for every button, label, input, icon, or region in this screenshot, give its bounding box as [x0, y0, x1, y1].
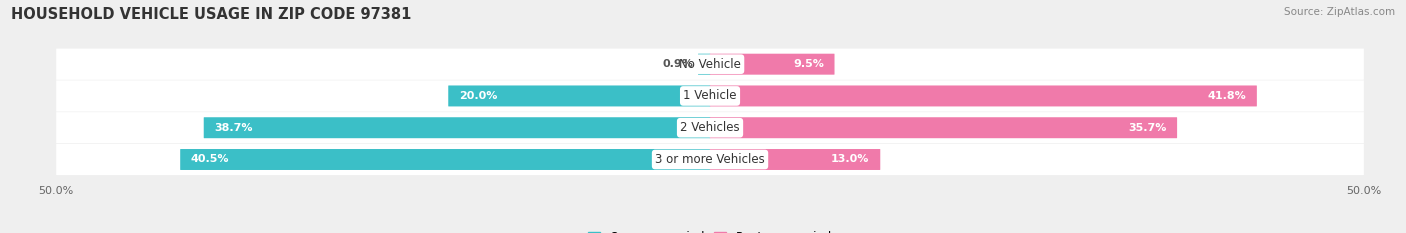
FancyBboxPatch shape — [56, 112, 1364, 143]
Text: 13.0%: 13.0% — [831, 154, 869, 164]
FancyBboxPatch shape — [204, 117, 710, 138]
Text: 9.5%: 9.5% — [793, 59, 824, 69]
Text: 0.9%: 0.9% — [662, 59, 693, 69]
Text: 2 Vehicles: 2 Vehicles — [681, 121, 740, 134]
FancyBboxPatch shape — [180, 149, 710, 170]
FancyBboxPatch shape — [56, 49, 1364, 80]
Text: No Vehicle: No Vehicle — [679, 58, 741, 71]
Text: 3 or more Vehicles: 3 or more Vehicles — [655, 153, 765, 166]
Text: 40.5%: 40.5% — [191, 154, 229, 164]
FancyBboxPatch shape — [56, 80, 1364, 112]
FancyBboxPatch shape — [449, 86, 710, 106]
Text: 20.0%: 20.0% — [458, 91, 498, 101]
FancyBboxPatch shape — [710, 149, 880, 170]
Legend: Owner-occupied, Renter-occupied: Owner-occupied, Renter-occupied — [583, 226, 837, 233]
FancyBboxPatch shape — [710, 54, 835, 75]
FancyBboxPatch shape — [710, 86, 1257, 106]
FancyBboxPatch shape — [710, 117, 1177, 138]
Text: 41.8%: 41.8% — [1208, 91, 1246, 101]
Text: 35.7%: 35.7% — [1128, 123, 1167, 133]
Text: Source: ZipAtlas.com: Source: ZipAtlas.com — [1284, 7, 1395, 17]
Text: 38.7%: 38.7% — [215, 123, 253, 133]
Text: 1 Vehicle: 1 Vehicle — [683, 89, 737, 103]
FancyBboxPatch shape — [697, 54, 710, 75]
Text: HOUSEHOLD VEHICLE USAGE IN ZIP CODE 97381: HOUSEHOLD VEHICLE USAGE IN ZIP CODE 9738… — [11, 7, 412, 22]
FancyBboxPatch shape — [56, 144, 1364, 175]
